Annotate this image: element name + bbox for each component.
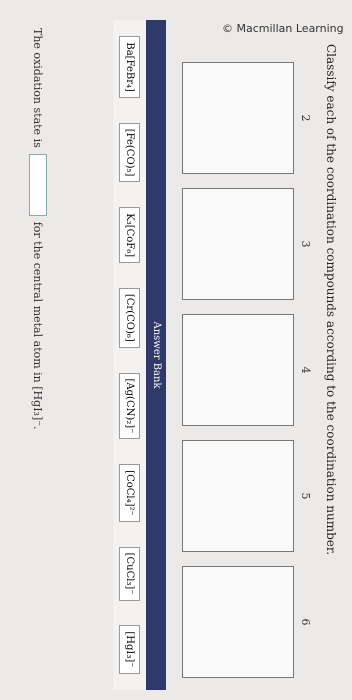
footer: The oxidation state is for the central m… xyxy=(29,28,47,430)
column: 6 xyxy=(182,566,312,678)
column-label: 4 xyxy=(299,366,312,374)
answer-item[interactable]: [Fe(CO)₅] xyxy=(119,122,140,183)
footer-text: The oxidation state is xyxy=(31,28,45,148)
column-label: 5 xyxy=(299,492,312,500)
column-label: 6 xyxy=(299,618,312,626)
column: 2 xyxy=(182,62,312,174)
logo: © Macmillan Learning xyxy=(222,22,344,35)
answer-item[interactable]: Ba[FeBr₄] xyxy=(119,36,140,98)
answer-item[interactable]: [Cr(CO)₆] xyxy=(119,287,140,348)
answer-bank: Answer Bank Ba[FeBr₄] [Fe(CO)₅] K₃[CoF₆] [C… xyxy=(113,20,166,690)
drop-zone[interactable] xyxy=(182,188,294,300)
drop-zone[interactable] xyxy=(182,314,294,426)
column-label: 2 xyxy=(299,114,312,122)
title: Classify each of the coordination compou… xyxy=(324,44,338,556)
answer-items: Ba[FeBr₄] [Fe(CO)₅] K₃[CoF₆] [Cr(CO)₆] [Ag(C… xyxy=(113,20,146,690)
drop-zone[interactable] xyxy=(182,566,294,678)
answer-bank-title: Answer Bank xyxy=(146,20,166,690)
footer-text: for the central metal atom in [HgI₃]⁻. xyxy=(31,221,45,430)
column-label: 3 xyxy=(299,240,312,248)
answer-item[interactable]: [Ag(CN)₂]⁻ xyxy=(119,372,140,440)
answer-item[interactable]: [CuCl₃]⁻ xyxy=(119,546,140,601)
drop-zone[interactable] xyxy=(182,440,294,552)
answer-item[interactable]: [HgI₃]⁻ xyxy=(119,625,140,674)
column: 3 xyxy=(182,188,312,300)
answer-input[interactable] xyxy=(29,153,47,216)
answer-item[interactable]: K₃[CoF₆] xyxy=(119,207,140,264)
column: 4 xyxy=(182,314,312,426)
answer-item[interactable]: [CoCl₄]²⁻ xyxy=(119,464,140,522)
drop-zone[interactable] xyxy=(182,62,294,174)
column: 5 xyxy=(182,440,312,552)
